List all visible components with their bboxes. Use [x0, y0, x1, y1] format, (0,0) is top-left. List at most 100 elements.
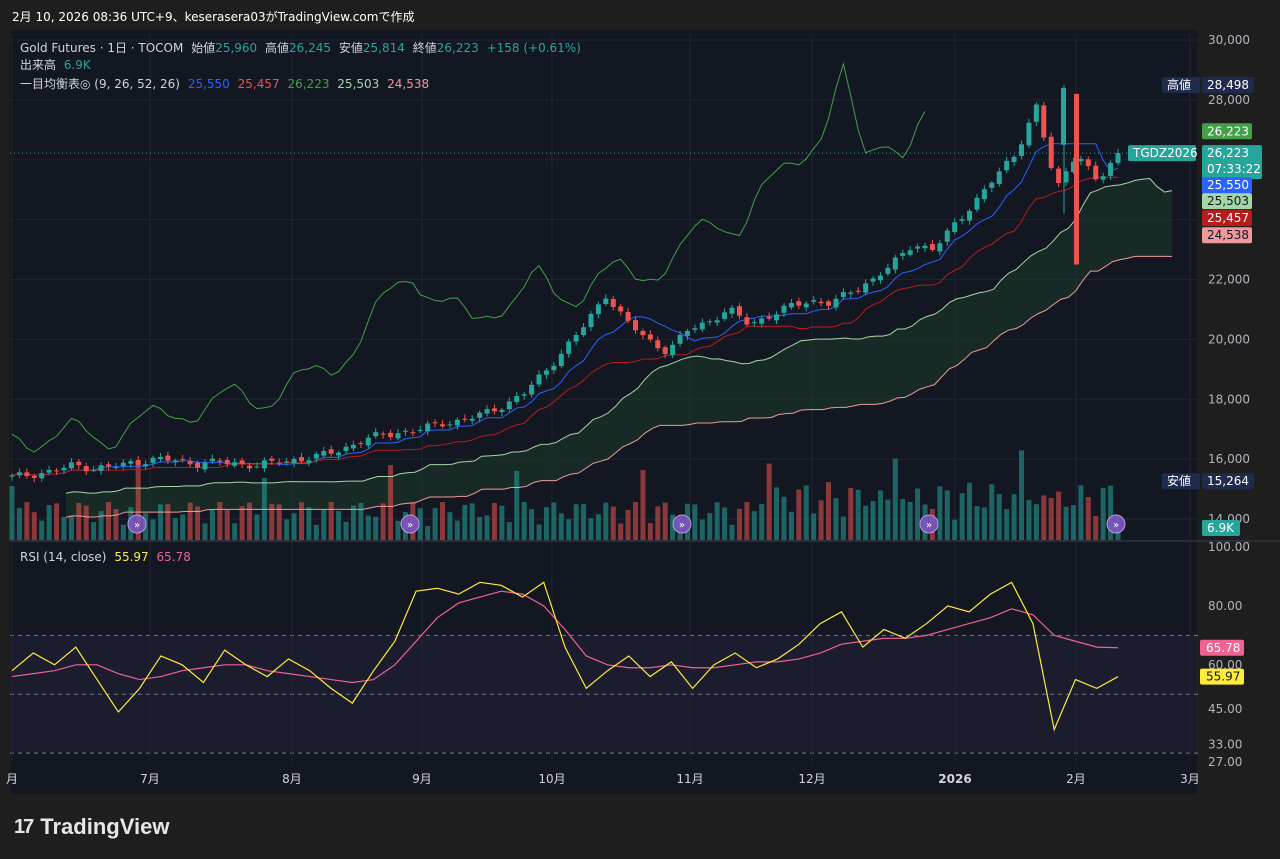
kijun-tag-bg	[1202, 210, 1252, 227]
span-a-tag: 25,503	[1207, 194, 1249, 208]
volume-bar	[165, 503, 171, 540]
candle-body	[1085, 159, 1091, 166]
candle-body	[751, 322, 757, 324]
candle-body	[922, 245, 928, 249]
candle-body	[944, 230, 950, 242]
candle-body	[16, 472, 22, 476]
candle-body	[358, 443, 364, 445]
volume-bar	[707, 513, 713, 540]
grid-lines	[10, 34, 1280, 762]
candle-body	[759, 318, 765, 324]
time-tick-label: 12月	[798, 772, 825, 786]
candle-body	[848, 292, 854, 294]
volume-bar	[462, 504, 468, 540]
volume-bar	[328, 502, 334, 540]
candle-body	[929, 244, 935, 250]
chikou-tag: 26,223	[1207, 124, 1249, 138]
candle-body	[105, 464, 111, 467]
low-value: 15,264	[1207, 474, 1249, 488]
volume-bar	[603, 502, 609, 540]
volume-bar	[447, 512, 453, 540]
candle-body	[365, 437, 371, 446]
volume-bar	[796, 489, 802, 540]
volume-bar	[551, 502, 557, 540]
high-tag-bg	[1162, 76, 1200, 93]
ichimoku-cloud	[66, 178, 1173, 518]
volume-bar	[536, 524, 542, 540]
volume-bar	[224, 510, 230, 540]
candle-body	[254, 466, 260, 468]
candle-body	[1019, 144, 1025, 156]
candle-body	[462, 418, 468, 420]
candle-body	[818, 301, 824, 304]
volume-bar	[863, 505, 869, 540]
legend-low-label: 安値	[338, 41, 363, 55]
legend-volume: 6.9K	[63, 58, 91, 72]
candle-body	[707, 321, 713, 323]
low-tag: 安値	[1167, 473, 1191, 488]
legend-chikou: 26,223	[287, 77, 330, 91]
volume-bar	[670, 514, 676, 540]
volume-bar	[633, 502, 639, 540]
candle-body	[506, 401, 512, 410]
rsi-tick-label: 80.00	[1208, 599, 1242, 613]
volume-bar	[336, 511, 342, 540]
time-tick-label: 2月	[1066, 772, 1086, 786]
event-marker-icon	[1106, 514, 1126, 534]
legend-open-label: 始値	[191, 41, 216, 55]
volume-bar	[900, 499, 906, 540]
volume-bar	[595, 514, 601, 540]
candle-body	[350, 444, 356, 449]
candle-body	[811, 300, 817, 302]
volume-bar	[714, 502, 720, 540]
candle-body	[647, 334, 653, 340]
tradingview-logo-icon: 17	[14, 815, 34, 838]
candle-body	[670, 344, 676, 355]
volume-bar	[803, 485, 809, 540]
tradingview-logo[interactable]: 17 TradingView	[14, 814, 169, 840]
volume-bar	[1070, 505, 1076, 540]
candle-body	[209, 458, 215, 462]
volume-bar	[529, 509, 535, 540]
chikou-span	[11, 62, 926, 453]
event-marker-icon	[400, 514, 420, 534]
candle-body	[870, 278, 876, 282]
volume-bar	[313, 524, 319, 540]
cloud-fill	[66, 178, 1173, 518]
volume-bar	[610, 506, 616, 540]
candle-body	[885, 267, 891, 274]
candle-body	[202, 462, 208, 470]
event-marker-glyph: »	[679, 520, 685, 531]
volume-tag-bg	[1202, 520, 1240, 537]
candle-body	[425, 423, 431, 432]
legend-span-a: 25,503	[337, 77, 380, 91]
volume-bar	[937, 486, 943, 540]
candle-body	[321, 451, 327, 456]
legend-rsi-value: 55.97	[114, 550, 149, 564]
candle-body	[573, 335, 579, 342]
tenkan-tag: 25,550	[1207, 178, 1249, 192]
candle-body	[989, 182, 995, 188]
volume-bar	[759, 503, 765, 540]
volume-bar	[1063, 506, 1069, 540]
price-tick-label: 20,000	[1208, 332, 1250, 346]
volume-bar	[150, 519, 156, 540]
legend-close: 26,223	[436, 41, 479, 55]
volume-bar	[46, 504, 52, 540]
candle-body	[981, 189, 987, 200]
legend-rsi-ma: 65.78	[156, 550, 191, 564]
candle-body	[440, 424, 446, 427]
candle-body	[313, 453, 319, 459]
candle-body	[24, 472, 30, 477]
volume-bar	[855, 489, 861, 540]
event-marker-icon	[919, 514, 939, 534]
volume-bar	[298, 502, 304, 540]
candle-body	[551, 365, 557, 371]
volume-bar	[454, 520, 460, 540]
candle-body	[239, 460, 245, 464]
time-tick-label: 7月	[140, 772, 160, 786]
rsi-tick-label: 45.00	[1208, 702, 1242, 716]
candle-body	[410, 432, 416, 434]
candle-body	[76, 461, 82, 466]
